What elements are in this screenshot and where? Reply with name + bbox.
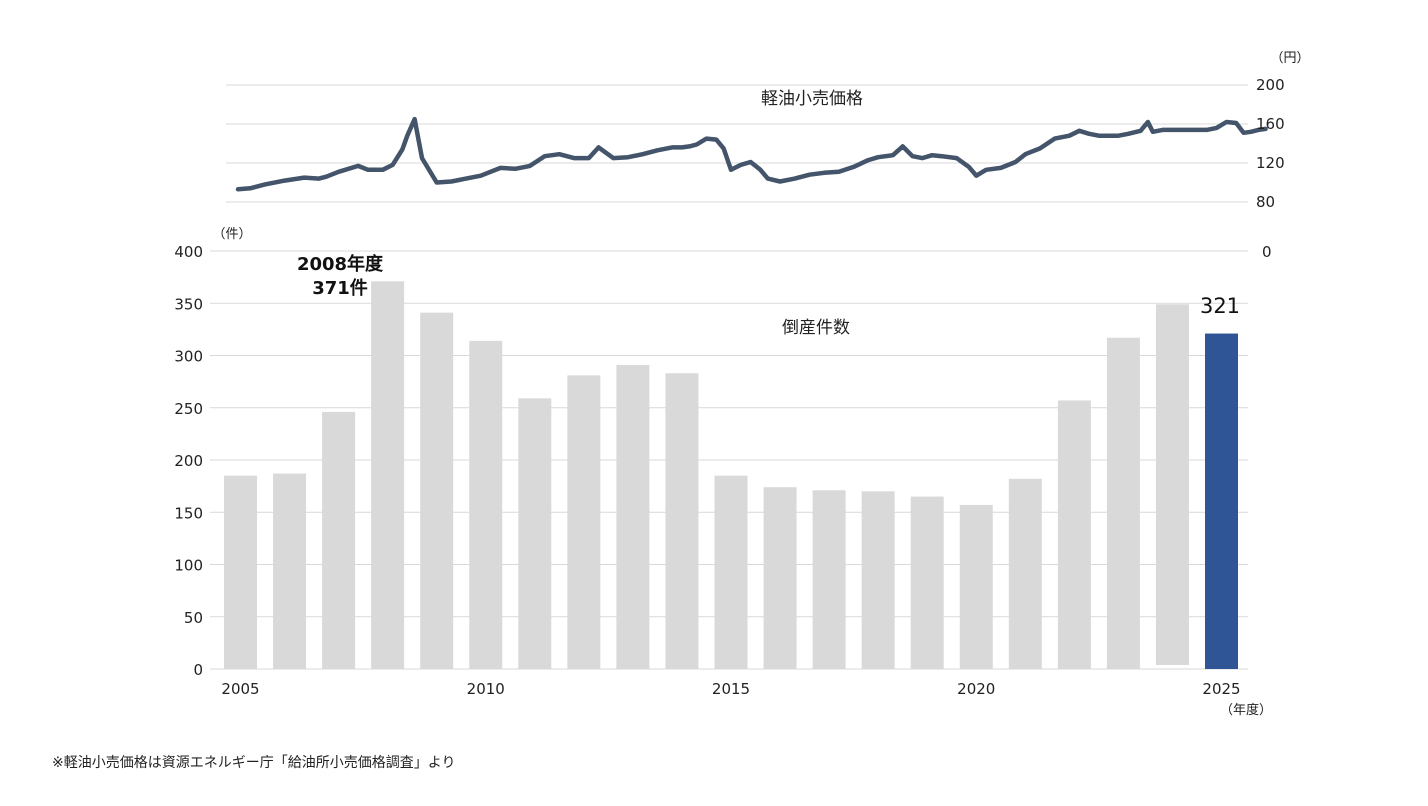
count-axis-ticks: 0 50 100 150 200 250 300 350 400 xyxy=(174,243,203,679)
peak-annotation-year: 2008年度 xyxy=(297,253,384,275)
bars xyxy=(224,281,1238,669)
bar-2012 xyxy=(567,375,601,669)
bar-2016 xyxy=(763,487,797,669)
count-tick-350: 350 xyxy=(174,295,203,313)
bar-2024 xyxy=(1155,304,1189,665)
bar-2007 xyxy=(322,411,356,669)
count-tick-400: 400 xyxy=(174,243,203,261)
count-tick-250: 250 xyxy=(174,400,203,418)
count-tick-50: 50 xyxy=(184,609,203,627)
bar-2018 xyxy=(861,491,895,669)
count-tick-100: 100 xyxy=(174,557,203,575)
price-gridlines xyxy=(226,84,1248,203)
bar-2023 xyxy=(1106,337,1140,669)
peak-annotation-count: 371件 xyxy=(312,277,368,299)
count-tick-150: 150 xyxy=(174,504,203,522)
x-tick-2015: 2015 xyxy=(712,680,750,698)
count-tick-300: 300 xyxy=(174,348,203,366)
bar-2020 xyxy=(959,504,993,669)
bar-2021 xyxy=(1008,478,1042,669)
bar-2008 xyxy=(371,281,405,669)
bar-2019 xyxy=(910,496,944,669)
x-unit-label: （年度） xyxy=(1220,702,1272,718)
source-footnote: ※軽油小売価格は資源エネルギー庁「給油所小売価格調査」より xyxy=(52,755,456,771)
bar-2005 xyxy=(224,475,257,669)
x-tick-2020: 2020 xyxy=(957,680,995,698)
x-axis-ticks: 2005 2010 2015 2020 2025 xyxy=(221,680,1240,698)
bar-2022 xyxy=(1057,400,1091,669)
price-series-title: 軽油小売価格 xyxy=(761,89,863,109)
bar-2011 xyxy=(518,398,552,669)
count-unit-label: （件） xyxy=(212,227,251,242)
x-tick-2010: 2010 xyxy=(467,680,505,698)
price-tick-zero: 0 xyxy=(1262,243,1272,261)
count-series-title: 倒産件数 xyxy=(782,318,850,338)
count-tick-200: 200 xyxy=(174,452,203,470)
price-tick-200: 200 xyxy=(1256,76,1285,94)
bar-2014 xyxy=(665,373,699,669)
bar-2010 xyxy=(469,340,503,669)
x-tick-2005: 2005 xyxy=(221,680,259,698)
price-unit-label: （円） xyxy=(1270,51,1309,66)
bar-2009 xyxy=(420,312,454,669)
price-tick-80: 80 xyxy=(1256,193,1275,211)
count-tick-0: 0 xyxy=(193,661,203,679)
price-tick-160: 160 xyxy=(1256,115,1285,133)
latest-value-label: 321 xyxy=(1200,294,1240,318)
bar-2025 xyxy=(1205,333,1238,669)
price-tick-120: 120 xyxy=(1256,154,1285,172)
bar-2017 xyxy=(812,490,846,669)
bar-2013 xyxy=(616,364,650,669)
bar-2006 xyxy=(273,473,307,669)
x-tick-2025: 2025 xyxy=(1202,680,1240,698)
price-line-group xyxy=(235,116,1268,192)
price-axis-ticks: 80 120 160 200 0 xyxy=(1256,76,1285,261)
bar-2015 xyxy=(714,475,748,669)
price-line xyxy=(235,116,1268,192)
